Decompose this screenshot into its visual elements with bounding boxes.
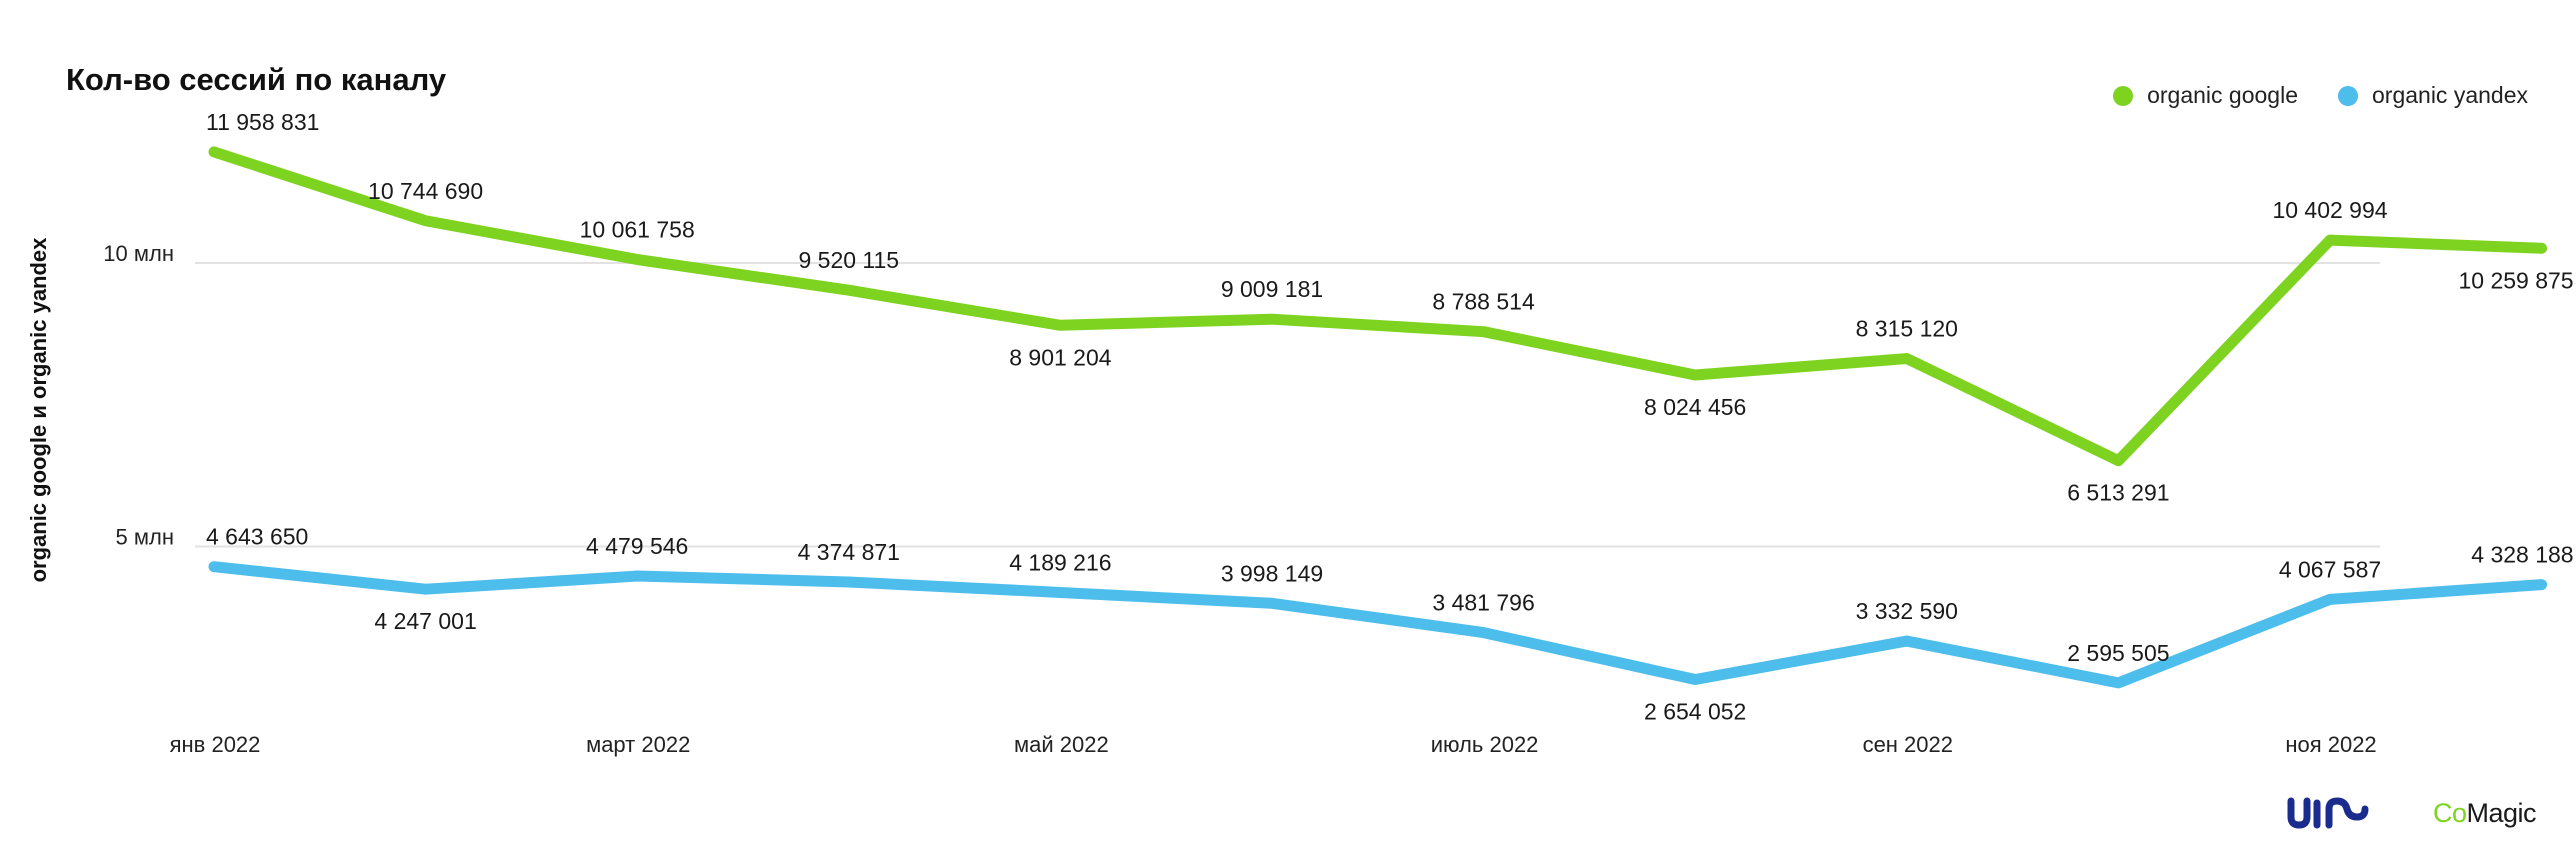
series-1-point-7	[1694, 678, 1697, 681]
x-tick-label-1: март 2022	[586, 732, 690, 757]
legend-dot-yandex	[2338, 85, 2358, 106]
logos: CoMagic	[2285, 791, 2536, 835]
series-0-data-label-7: 8 024 456	[1644, 394, 1746, 420]
series-1-point-6	[1482, 631, 1485, 634]
series-0-point-11	[2540, 247, 2543, 250]
series-1-data-label-0: 4 643 650	[206, 524, 308, 550]
series-1-data-label-4: 4 189 216	[1009, 549, 1111, 575]
series-1-data-label-9: 2 595 505	[2067, 640, 2169, 666]
legend-item-google[interactable]: organic google	[2113, 82, 2298, 109]
series-1-data-label-2: 4 479 546	[586, 533, 688, 559]
series-1-data-label-1: 4 247 001	[374, 608, 476, 634]
series-1-point-0	[213, 565, 215, 568]
series-0-point-4	[1059, 324, 1062, 327]
series-0-data-label-11: 10 259 875	[2458, 267, 2573, 293]
series-0-point-7	[1694, 374, 1697, 377]
series-1-point-3	[847, 580, 850, 583]
series-0-data-label-6: 8 788 514	[1432, 289, 1535, 315]
series-0-point-0	[213, 150, 215, 153]
series-1-point-5	[1271, 602, 1273, 605]
series-line-1	[208, 561, 2548, 689]
series-1-data-label-6: 3 481 796	[1432, 590, 1534, 616]
legend-label-yandex: organic yandex	[2372, 82, 2528, 108]
series-1-data-label-5: 3 998 149	[1221, 560, 1323, 586]
x-tick-label-0: янв 2022	[170, 732, 261, 757]
series-0-data-label-2: 10 061 758	[580, 216, 695, 242]
x-tick-label-3: июль 2022	[1431, 732, 1539, 757]
series-0-point-6	[1482, 330, 1485, 333]
x-tick-label-4: сен 2022	[1863, 732, 1953, 757]
series-1-data-label-7: 2 654 052	[1644, 699, 1746, 725]
series-0-point-3	[847, 289, 850, 292]
series-0-point-10	[2329, 239, 2331, 242]
series-1-point-9	[2117, 681, 2120, 684]
series-1-data-label-10: 4 067 587	[2279, 556, 2381, 582]
series-0-data-label-3: 9 520 115	[798, 247, 899, 273]
series-0-data-label-8: 8 315 120	[1856, 316, 1958, 342]
series-0-data-label-1: 10 744 690	[368, 178, 483, 204]
series-1-data-label-11: 4 328 188	[2471, 542, 2573, 568]
legend: organic google organic yandex	[2113, 82, 2528, 109]
series-0-data-label-4: 8 901 204	[1009, 344, 1112, 370]
uis-logo-icon	[2287, 797, 2369, 829]
series-0-point-2	[636, 258, 639, 261]
series-0-point-9	[2117, 459, 2120, 462]
series-0-data-label-9: 6 513 291	[2067, 480, 2169, 506]
series-0-point-8	[1905, 357, 1908, 360]
chart-title: Кол-во сессий по каналу	[66, 62, 447, 97]
x-tick-label-2: май 2022	[1014, 732, 1109, 757]
y-tick-label-1: 10 млн	[103, 241, 174, 266]
series-0-data-label-0: 11 958 831	[206, 109, 319, 135]
series-1-point-8	[1905, 640, 1908, 643]
comagic-logo: CoMagic	[2432, 797, 2537, 828]
series-0-point-5	[1271, 318, 1273, 321]
series-1-point-2	[636, 575, 639, 578]
legend-item-yandex[interactable]: organic yandex	[2338, 82, 2528, 109]
legend-label-google: organic google	[2147, 82, 2298, 108]
series-line-0	[208, 146, 2548, 467]
series-0-point-1	[424, 219, 427, 222]
series-1-point-11	[2540, 583, 2543, 586]
series-1-point-4	[1059, 591, 1062, 594]
legend-dot-google	[2113, 85, 2134, 106]
series-1-point-10	[2329, 598, 2331, 601]
series-1-point-1	[424, 588, 427, 591]
series-1-data-label-8: 3 332 590	[1856, 598, 1958, 624]
series-0-data-label-5: 9 009 181	[1221, 276, 1323, 302]
y-tick-label-0: 5 млн	[116, 525, 174, 550]
x-tick-label-5: ноя 2022	[2285, 732, 2376, 757]
series-1-data-label-3: 4 374 871	[798, 539, 900, 565]
series-0-data-label-10: 10 402 994	[2272, 197, 2387, 223]
